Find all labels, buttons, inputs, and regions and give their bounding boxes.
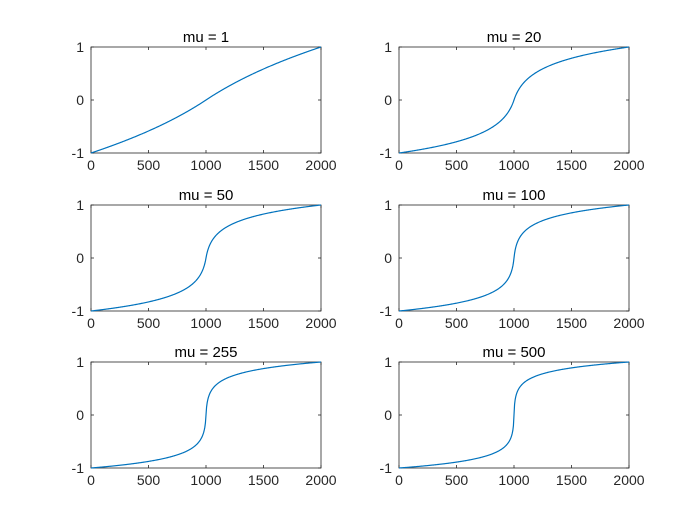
y-tick-label: 0 [76, 407, 84, 423]
y-tick-label: 1 [76, 197, 84, 213]
y-tick-label: 1 [384, 197, 392, 213]
series-line [90, 46, 322, 154]
subplot-title: mu = 100 [483, 187, 546, 204]
y-tick-label: -1 [72, 303, 85, 319]
subplot-title: mu = 1 [183, 29, 229, 46]
subplot-2: mu = 200 500 1000 1500 2000-101 [380, 29, 645, 173]
series-line [398, 361, 630, 469]
subplot-4: mu = 1000 500 1000 1500 2000-101 [380, 187, 645, 331]
x-tick-label: 500 [137, 472, 161, 488]
x-tick-label: 1000 [498, 157, 529, 173]
x-tick-label: 1500 [556, 472, 587, 488]
x-tick-label: 1000 [190, 157, 221, 173]
x-tick-label: 1000 [498, 315, 529, 331]
x-tick-label: 0 [395, 157, 403, 173]
subplot-1: mu = 10 500 1000 1500 2000-101 [72, 29, 337, 173]
y-tick-label: -1 [380, 145, 393, 161]
x-tick-label: 2000 [305, 472, 336, 488]
x-tick-label: 500 [137, 315, 161, 331]
x-tick-label: 2000 [613, 472, 644, 488]
x-tick-label: 0 [395, 315, 403, 331]
y-tick-label: 1 [384, 354, 392, 370]
y-tick-label: 0 [76, 250, 84, 266]
y-tick-label: -1 [380, 303, 393, 319]
subplot-title: mu = 255 [175, 344, 238, 361]
subplot-title: mu = 50 [179, 187, 234, 204]
subplot-3: mu = 500 500 1000 1500 2000-101 [72, 187, 337, 331]
x-tick-label: 1500 [556, 157, 587, 173]
y-tick-label: 1 [76, 39, 84, 55]
y-tick-label: 1 [76, 354, 84, 370]
y-tick-label: 1 [384, 39, 392, 55]
y-tick-label: -1 [72, 460, 85, 476]
y-tick-label: 0 [384, 407, 392, 423]
series-line [398, 46, 630, 154]
x-tick-label: 2000 [305, 315, 336, 331]
x-tick-label: 2000 [305, 157, 336, 173]
y-tick-label: 0 [76, 92, 84, 108]
x-tick-label: 2000 [613, 157, 644, 173]
series-line [398, 204, 630, 312]
x-tick-label: 0 [87, 157, 95, 173]
x-tick-label: 0 [395, 472, 403, 488]
x-tick-label: 500 [445, 472, 469, 488]
x-tick-label: 2000 [613, 315, 644, 331]
subplot-title: mu = 20 [487, 29, 542, 46]
series-line [90, 361, 322, 469]
x-tick-label: 500 [445, 315, 469, 331]
y-tick-label: -1 [380, 460, 393, 476]
y-tick-label: 0 [384, 92, 392, 108]
series-line [90, 204, 322, 312]
x-tick-label: 1000 [498, 472, 529, 488]
x-tick-label: 1500 [556, 315, 587, 331]
x-tick-label: 1000 [190, 315, 221, 331]
x-tick-label: 1500 [248, 315, 279, 331]
x-tick-label: 1500 [248, 157, 279, 173]
x-tick-label: 0 [87, 472, 95, 488]
x-tick-label: 0 [87, 315, 95, 331]
x-tick-label: 1500 [248, 472, 279, 488]
x-tick-label: 500 [445, 157, 469, 173]
y-tick-label: 0 [384, 250, 392, 266]
subplot-title: mu = 500 [483, 344, 546, 361]
y-tick-label: -1 [72, 145, 85, 161]
x-tick-label: 1000 [190, 472, 221, 488]
x-tick-label: 500 [137, 157, 161, 173]
